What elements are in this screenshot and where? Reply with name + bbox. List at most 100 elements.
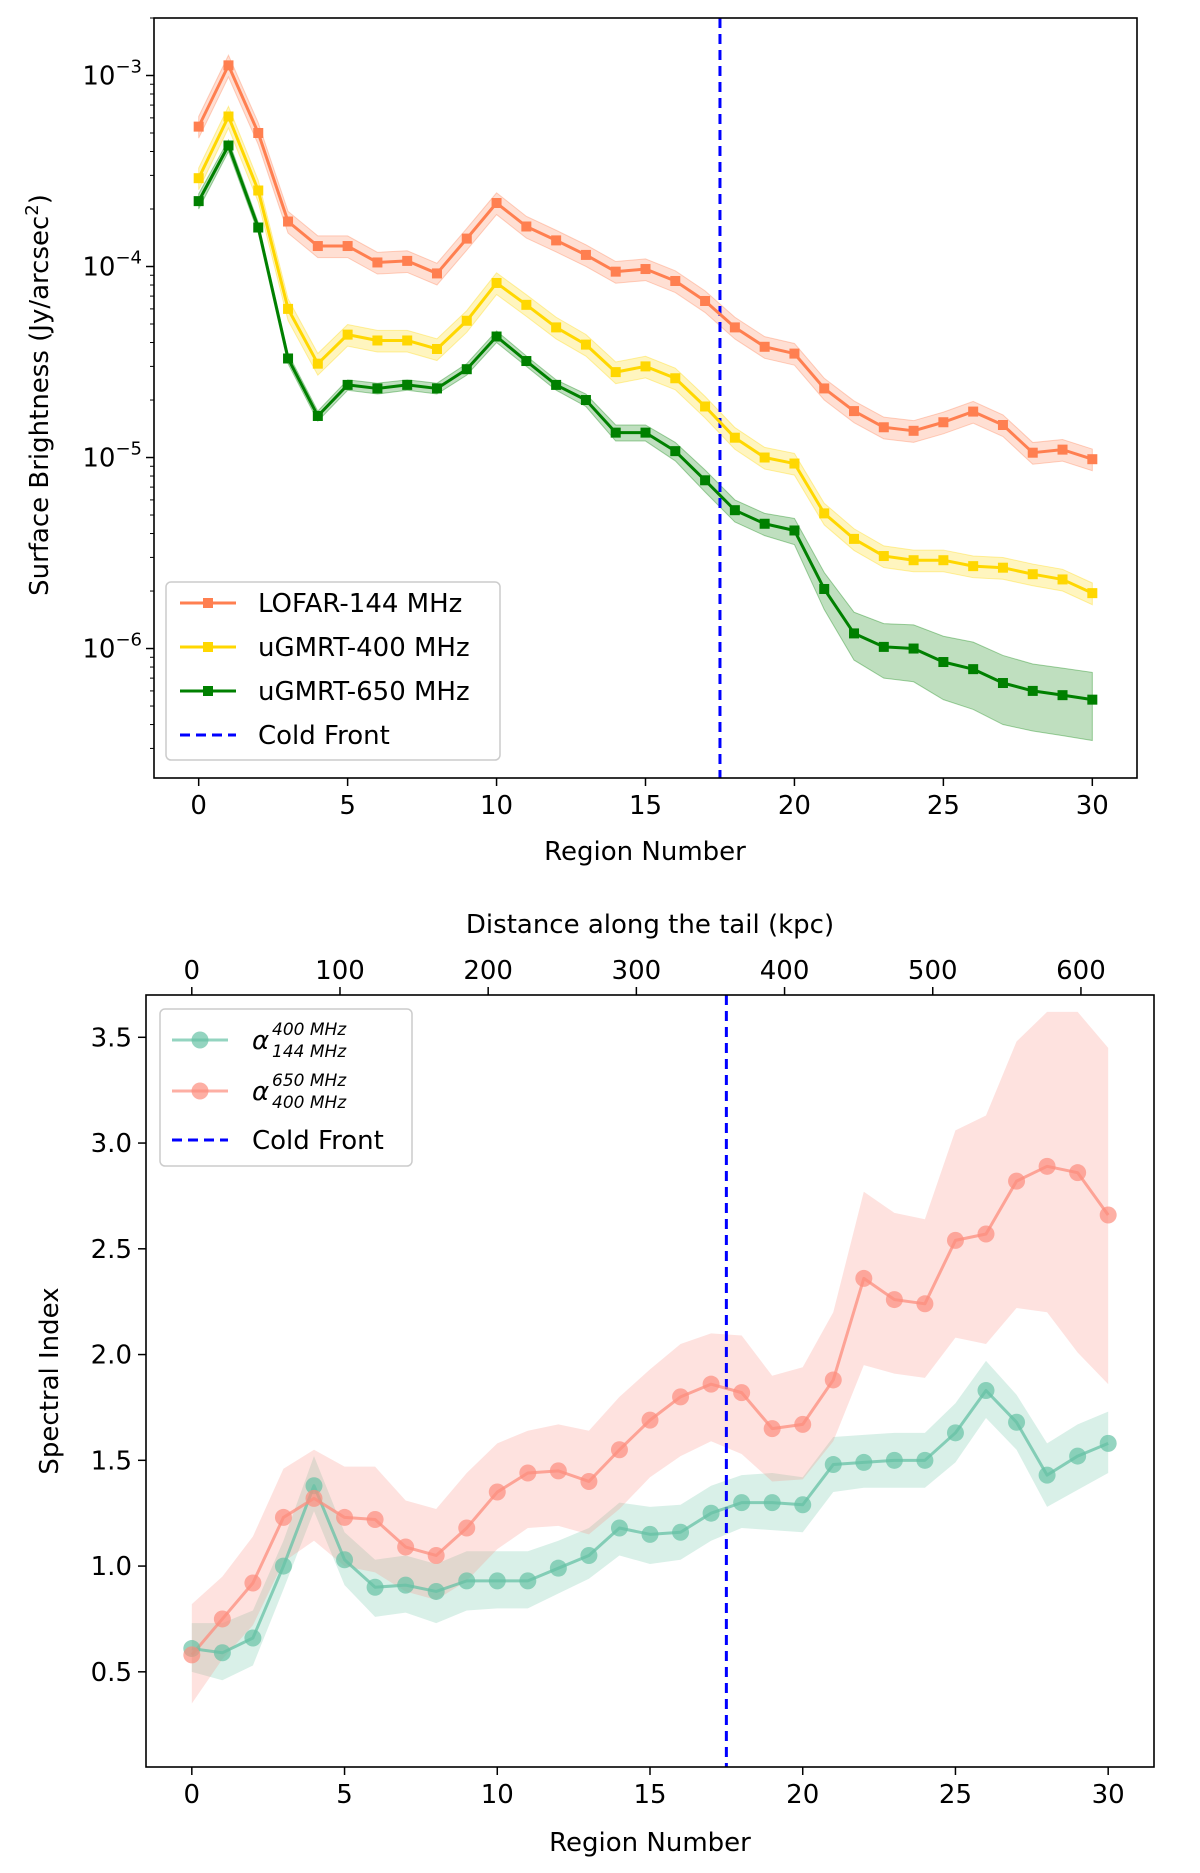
data-point: [491, 331, 502, 342]
legend-label: Cold Front: [252, 1126, 384, 1156]
top-x-tick-label: 200: [463, 956, 513, 986]
data-point: [702, 1504, 720, 1522]
surface-brightness-panel: 0 5 10 15 20 25 30 10−6 10−5 10−4 10−3 Region Num…: [22, 17, 1138, 867]
legend-marker: [203, 598, 213, 608]
data-point: [397, 1576, 415, 1594]
data-point: [427, 1582, 445, 1600]
data-point: [305, 1489, 323, 1507]
data-point: [938, 417, 949, 428]
data-point: [610, 427, 621, 438]
data-point: [491, 277, 502, 288]
y-tick-label: 10−3: [82, 57, 142, 92]
data-point: [729, 432, 740, 443]
data-point: [1038, 1157, 1056, 1175]
data-point: [670, 446, 681, 457]
data-point: [878, 551, 889, 562]
top-x-tick-label: 300: [612, 956, 662, 986]
data-point: [336, 1551, 354, 1569]
data-point: [372, 257, 383, 268]
error-bands: [198, 54, 1093, 742]
data-point: [283, 353, 294, 364]
data-point: [824, 1371, 842, 1389]
data-point: [521, 356, 532, 367]
data-point: [641, 1411, 659, 1429]
data-point: [223, 60, 234, 71]
data-point: [458, 1572, 476, 1590]
x-tick-label: 10: [481, 1780, 514, 1810]
data-point: [342, 329, 353, 340]
error-band-1: [198, 105, 1093, 606]
data-point: [1027, 447, 1038, 458]
legend-marker: [203, 686, 213, 696]
x-tick-label: 20: [778, 791, 811, 821]
data-point: [431, 343, 442, 354]
data-point: [641, 1525, 659, 1543]
data-point: [580, 249, 591, 260]
legend-box: [159, 1008, 413, 1167]
data-point: [580, 1472, 598, 1490]
legend-entry-ugmrt-650: uGMRT-650 MHz: [180, 677, 470, 707]
x-tick-label: 15: [633, 1780, 666, 1810]
data-point: [402, 379, 413, 390]
x-tick-label: 15: [629, 791, 662, 821]
data-point: [670, 373, 681, 384]
data-point: [1087, 454, 1098, 465]
data-point: [1057, 690, 1068, 701]
data-point: [253, 128, 264, 138]
data-point: [997, 678, 1008, 689]
y-axis-ticks: 10−6 10−5 10−4 10−3: [82, 17, 154, 749]
data-point: [700, 401, 711, 412]
spectral-index-panel: 0 5 10 15 20 25 30 0 100 200 300 400 500 600 0.5 1.0 1…: [35, 910, 1155, 1858]
error-bands: [191, 1011, 1109, 1704]
legend-label-sub: 400 MHz: [272, 1093, 347, 1113]
data-point: [819, 508, 830, 519]
data-point: [283, 216, 294, 227]
data-point: [855, 1269, 873, 1287]
data-point: [759, 452, 770, 463]
data-point: [946, 1424, 964, 1442]
data-point: [794, 1496, 812, 1514]
data-point: [1069, 1447, 1087, 1465]
data-point: [491, 198, 502, 209]
data-point: [193, 196, 204, 207]
data-point: [916, 1295, 934, 1313]
data-point: [610, 1441, 628, 1459]
data-point: [274, 1557, 292, 1575]
data-point: [1099, 1206, 1117, 1224]
error-band-2: [198, 138, 1093, 742]
data-point: [336, 1508, 354, 1526]
legend-entry-cold-front: Cold Front: [180, 721, 390, 751]
legend-entry-cold-front: Cold Front: [172, 1126, 384, 1156]
data-point: [458, 1519, 476, 1537]
data-point: [733, 1494, 751, 1512]
x-axis-ticks: 0 5 10 15 20 25 30: [184, 1767, 1125, 1810]
data-point: [580, 339, 591, 350]
x-tick-label: 20: [786, 1780, 819, 1810]
data-point: [402, 335, 413, 346]
x-tick-label: 30: [1076, 791, 1109, 821]
data-point: [193, 121, 204, 132]
series-markers: [183, 1157, 1117, 1664]
data-point: [885, 1291, 903, 1309]
data-point: [305, 1477, 323, 1495]
data-point: [223, 111, 234, 122]
data-point: [938, 555, 949, 566]
data-point: [700, 295, 711, 306]
y-tick-label: 1.5: [91, 1446, 132, 1476]
data-point: [610, 266, 621, 277]
legend-label: Cold Front: [258, 721, 390, 751]
data-point: [878, 641, 889, 652]
data-point: [672, 1388, 690, 1406]
data-point: [763, 1494, 781, 1512]
data-point: [946, 1231, 964, 1249]
data-point: [312, 410, 323, 421]
data-point: [640, 361, 651, 372]
legend-label-sub: 144 MHz: [272, 1042, 347, 1062]
legend-label-sup: 400 MHz: [272, 1020, 347, 1040]
y-tick-label: 0.5: [91, 1658, 132, 1688]
data-point: [183, 1646, 201, 1664]
data-point: [372, 335, 383, 346]
x-tick-label: 30: [1092, 1780, 1125, 1810]
data-point: [1057, 574, 1068, 585]
data-point: [551, 379, 562, 390]
